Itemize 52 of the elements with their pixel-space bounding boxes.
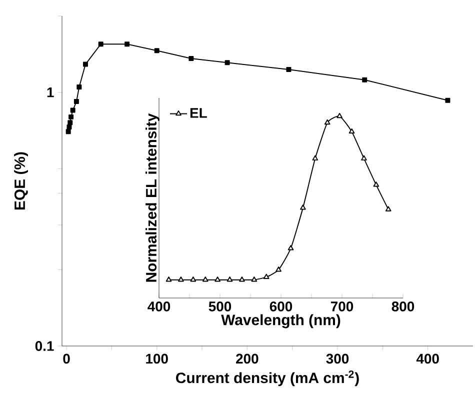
x-tick-label: 100 bbox=[146, 354, 168, 364]
point bbox=[226, 276, 233, 282]
point bbox=[178, 276, 184, 282]
point bbox=[214, 276, 220, 282]
point bbox=[288, 245, 294, 250]
point bbox=[82, 62, 88, 67]
point bbox=[362, 77, 368, 82]
x-axis-title: Wavelength (nm) bbox=[221, 314, 340, 328]
x-tick-label: 700 bbox=[330, 302, 354, 312]
point bbox=[348, 128, 355, 134]
y-axis-title: EQE (%) bbox=[14, 152, 28, 210]
point bbox=[263, 274, 270, 279]
x-tick-label: 600 bbox=[270, 302, 292, 312]
point bbox=[66, 124, 72, 130]
point bbox=[300, 204, 306, 210]
point bbox=[445, 98, 450, 103]
x-tick-label: 500 bbox=[208, 302, 232, 312]
point bbox=[98, 42, 104, 47]
point bbox=[361, 155, 367, 160]
point bbox=[154, 48, 160, 54]
point bbox=[202, 276, 208, 282]
point bbox=[286, 67, 292, 72]
y-tick-label: 0.1 bbox=[35, 341, 54, 351]
point bbox=[68, 120, 73, 126]
x-tick-label: 800 bbox=[392, 302, 414, 312]
point bbox=[166, 276, 172, 282]
point bbox=[70, 108, 76, 113]
x-tick-label: 400 bbox=[416, 354, 439, 364]
y-tick-label: 1 bbox=[47, 88, 54, 98]
point bbox=[276, 266, 282, 272]
point bbox=[324, 119, 330, 125]
point bbox=[373, 182, 380, 187]
x-tick-label: 0 bbox=[63, 354, 70, 364]
x-tick-label: 400 bbox=[148, 302, 170, 312]
legend-label: EL bbox=[190, 108, 207, 118]
point bbox=[76, 84, 82, 90]
point bbox=[66, 129, 71, 134]
x-tick-label: 300 bbox=[326, 354, 349, 364]
point bbox=[188, 56, 194, 61]
point bbox=[74, 99, 79, 104]
point bbox=[251, 276, 258, 282]
point bbox=[224, 60, 230, 66]
point bbox=[190, 276, 196, 282]
point bbox=[312, 155, 318, 160]
point bbox=[239, 276, 245, 282]
y-axis-title: Normalized EL intensity bbox=[146, 113, 160, 282]
x-axis-title: Current density (mA cm$^{-2}$) bbox=[176, 370, 359, 386]
x-tick-label: 200 bbox=[236, 354, 258, 364]
point bbox=[336, 112, 342, 118]
point bbox=[68, 114, 74, 120]
point bbox=[385, 206, 392, 212]
point bbox=[124, 42, 130, 47]
